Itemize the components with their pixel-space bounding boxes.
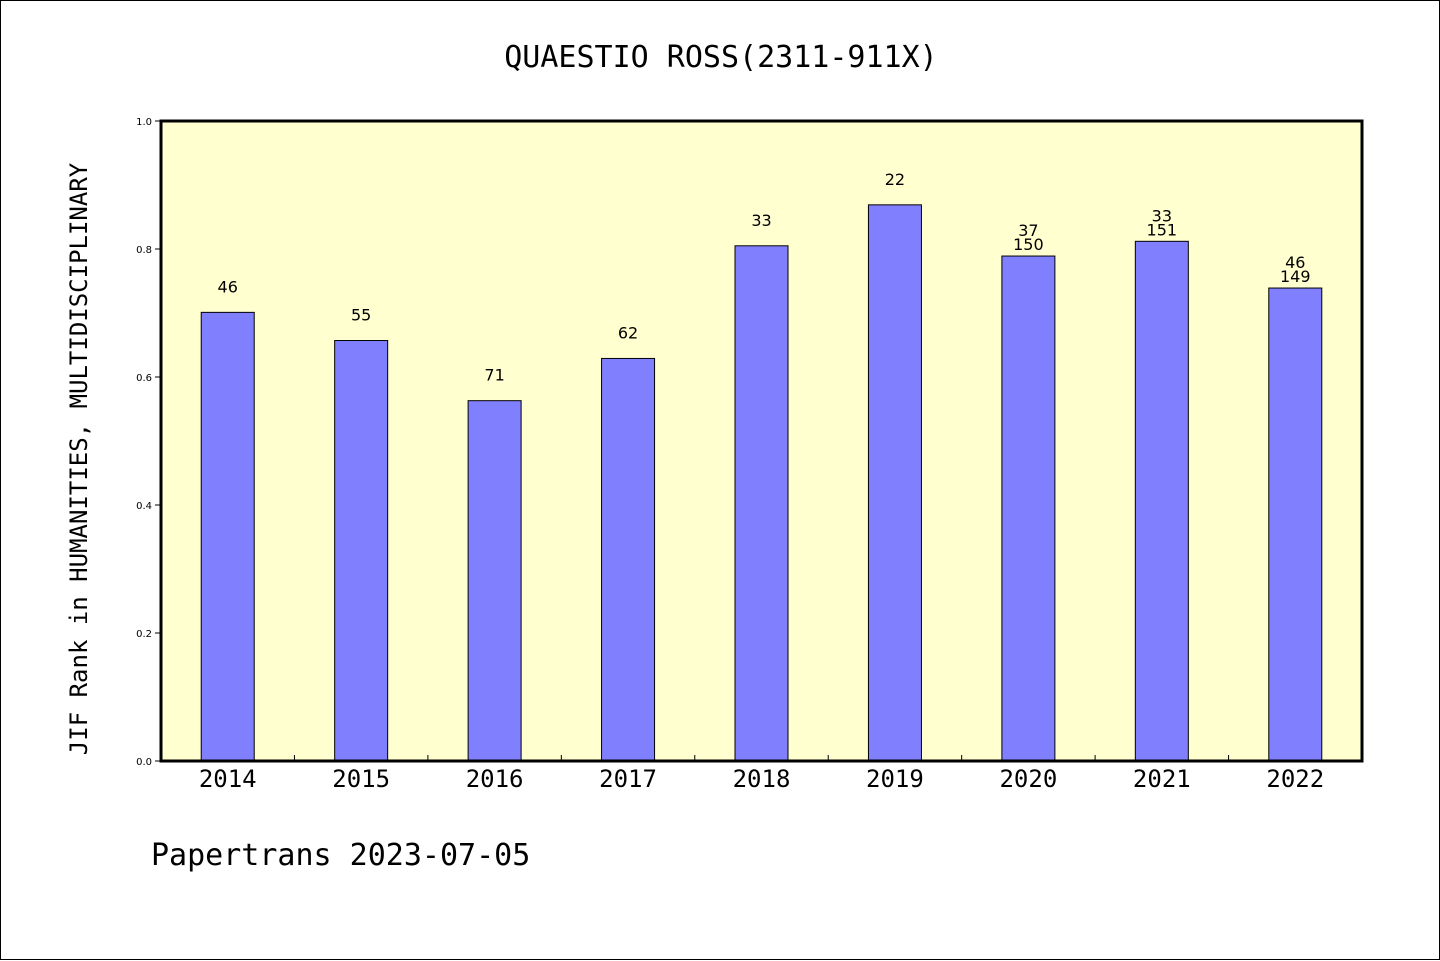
- y-tick-label-0.0: 0.0: [136, 757, 152, 768]
- data-label-2022-2: 149: [1280, 267, 1311, 286]
- x-tick-label-2015: 2015: [332, 765, 390, 793]
- data-label-2014-1: 46: [218, 277, 238, 296]
- y-axis-label: JIF Rank in HUMANITIES, MULTIDISCIPLINAR…: [65, 162, 93, 755]
- data-label-2016-1: 71: [484, 366, 504, 385]
- x-tick-label-2020: 2020: [999, 765, 1057, 793]
- bars: [200, 204, 1323, 762]
- data-label-2018-1: 33: [751, 211, 771, 230]
- x-tick-label-2018: 2018: [733, 765, 791, 793]
- bar-2019: [867, 204, 922, 762]
- y-tick-label-0.4: 0.4: [136, 501, 152, 512]
- x-tick-label-2014: 2014: [199, 765, 257, 793]
- chart-title: QUAESTIO ROSS(2311-911X): [504, 40, 937, 75]
- x-tick-label-2022: 2022: [1266, 765, 1324, 793]
- data-label-2021-2: 151: [1147, 220, 1178, 239]
- x-tick-label-2021: 2021: [1133, 765, 1191, 793]
- bar-2017: [601, 357, 656, 762]
- data-label-2019-1: 22: [885, 170, 905, 189]
- data-label-2017-1: 62: [618, 323, 638, 342]
- y-tick-label-1.0: 1.0: [136, 117, 152, 128]
- bar-2018: [734, 245, 789, 762]
- data-label-2021-1: 33: [1152, 206, 1172, 225]
- x-tick-labels: 2014 2015 2016 2017 2018 2019 2020 2021 2022: [199, 765, 1324, 793]
- plot-border: [159, 119, 1364, 763]
- data-label-2020-1: 37: [1018, 221, 1038, 240]
- bar-2021: [1134, 240, 1189, 762]
- x-tick-label-2019: 2019: [866, 765, 924, 793]
- data-label-2015-1: 55: [351, 306, 371, 325]
- bar-2014: [200, 311, 255, 762]
- bar-2020: [1001, 255, 1056, 762]
- bar-2016: [467, 400, 522, 762]
- y-tick-label-0.6: 0.6: [136, 373, 152, 384]
- bar-2022: [1268, 287, 1323, 762]
- x-tick-label-2017: 2017: [599, 765, 657, 793]
- bar-2015: [334, 340, 389, 762]
- data-label-2022-1: 46: [1285, 253, 1305, 272]
- y-tick-labels: 0.0 0.2 0.4 0.6 0.8 1.0: [136, 117, 152, 768]
- y-tick-label-0.2: 0.2: [136, 629, 152, 640]
- footer-credit: Papertrans 2023-07-05: [151, 838, 530, 873]
- data-label-2020-2: 150: [1013, 235, 1044, 254]
- y-tick-label-0.8: 0.8: [136, 245, 152, 256]
- x-tick-label-2016: 2016: [466, 765, 524, 793]
